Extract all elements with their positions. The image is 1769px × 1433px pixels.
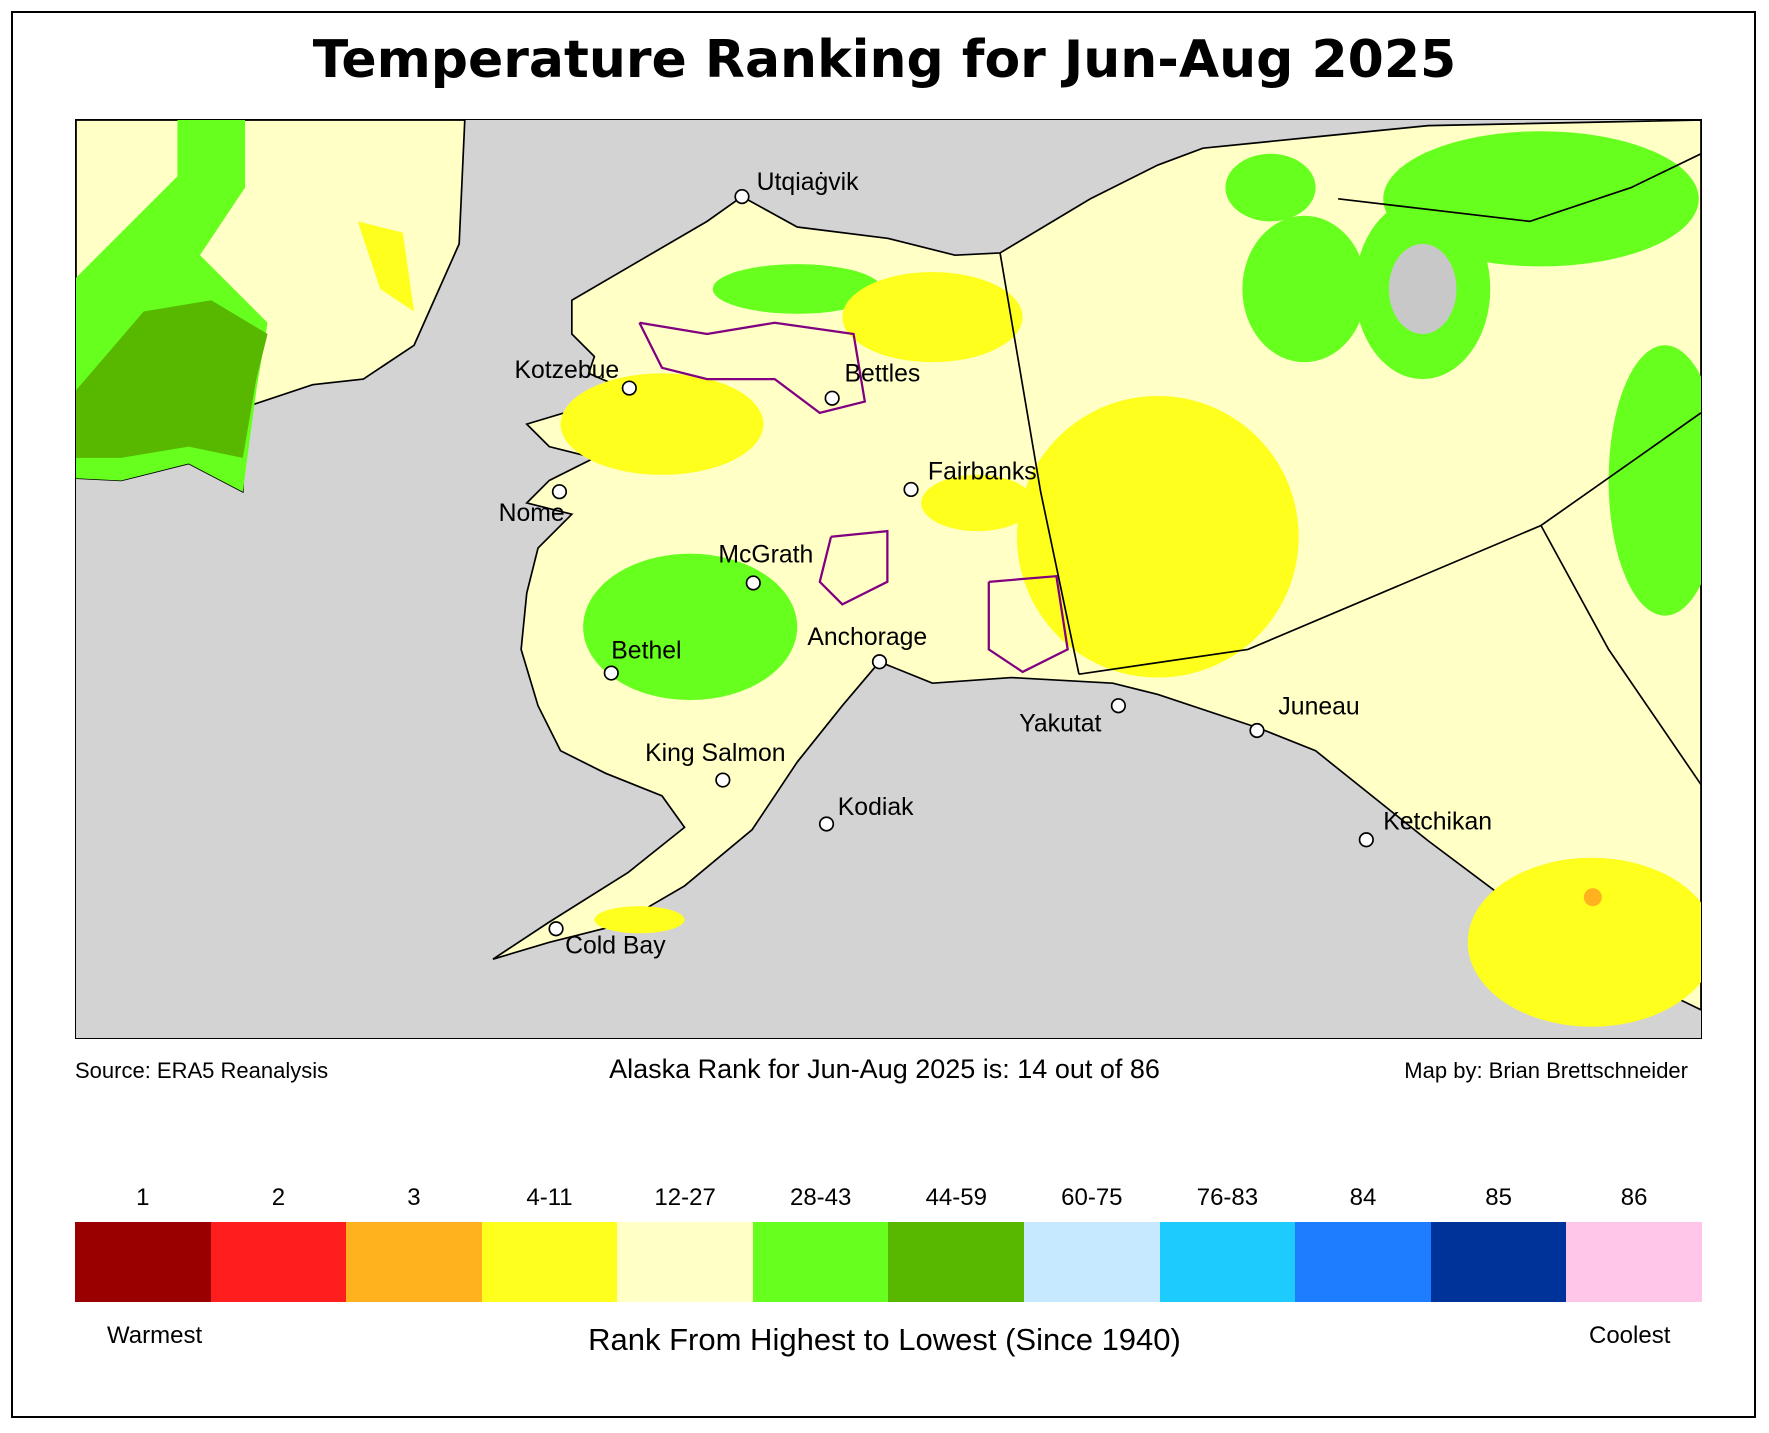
- legend-swatch: [617, 1222, 753, 1302]
- legend-swatch: [346, 1222, 482, 1302]
- page-title: Temperature Ranking for Jun-Aug 2025: [312, 30, 1457, 90]
- city-label: McGrath: [718, 542, 813, 569]
- city-label: Yakutat: [1019, 711, 1101, 738]
- legend-swatch: [210, 1222, 347, 1302]
- city-markers: Utqiaġvik Kotzebue Bettles Nome Fairbanks McG…: [499, 169, 1492, 960]
- figure-border: [11, 11, 1756, 1418]
- russia-landmass: [76, 120, 466, 494]
- city-marker: [1110, 698, 1126, 714]
- legend-label: 3: [407, 1184, 421, 1211]
- legend-label: 85: [1485, 1184, 1512, 1211]
- city-marker: [548, 921, 564, 937]
- legend-label: 84: [1349, 1184, 1377, 1211]
- city-label: Ketchikan: [1383, 809, 1492, 836]
- city-marker: [745, 575, 761, 591]
- city-marker: [818, 816, 835, 832]
- city-marker: [715, 772, 731, 788]
- legend-label: 86: [1620, 1184, 1648, 1211]
- city-label: Juneau: [1278, 694, 1359, 721]
- city-label: Fairbanks: [928, 458, 1037, 485]
- legend-axis-label: Rank From Highest to Lowest (Since 1940): [588, 1322, 1181, 1357]
- legend-label: 76-83: [1196, 1184, 1259, 1211]
- legend-labels: 1 2 3 4-11 12-27 28-43 44-59 60-75 76-83 84 85 86: [75, 1184, 1702, 1212]
- city-marker: [603, 665, 619, 681]
- legend-swatch: [1430, 1222, 1567, 1302]
- legend-coolest-label: Coolest: [1589, 1322, 1671, 1349]
- legend-swatch: [1024, 1222, 1160, 1302]
- legend-swatch: [752, 1222, 889, 1302]
- city-marker: [551, 484, 568, 500]
- legend-label: 44-59: [925, 1184, 987, 1211]
- city-marker: [1249, 722, 1265, 739]
- city-marker: [1358, 832, 1374, 848]
- legend-label: 60-75: [1061, 1184, 1123, 1211]
- legend-swatch: [481, 1222, 618, 1302]
- legend-label: 1: [136, 1184, 150, 1211]
- city-marker: [871, 654, 888, 670]
- alaska-canada-landmass: [492, 120, 1701, 1027]
- city-label: King Salmon: [645, 740, 785, 767]
- city-label: Anchorage: [807, 624, 927, 651]
- city-label: Bettles: [845, 360, 921, 387]
- city-label: Kodiak: [838, 794, 914, 821]
- legend-label: 28-43: [789, 1184, 852, 1211]
- legend-swatch: [1566, 1222, 1702, 1302]
- city-label: Cold Bay: [565, 933, 666, 960]
- legend-swatch: [888, 1222, 1025, 1302]
- legend-label: 2: [271, 1184, 286, 1211]
- legend-swatch: [1295, 1222, 1431, 1302]
- city-marker: [734, 188, 750, 205]
- legend-color-bar: [75, 1222, 1702, 1302]
- legend-swatch: [1159, 1222, 1296, 1302]
- city-label: Kotzebue: [514, 357, 619, 384]
- source-text: Source: ERA5 Reanalysis: [75, 1058, 329, 1083]
- map-credit: Map by: Brian Brettschneider: [1404, 1058, 1688, 1083]
- legend-label: 4-11: [526, 1184, 573, 1211]
- legend-swatch: [75, 1222, 211, 1302]
- city-marker: [903, 481, 919, 498]
- city-marker: [824, 390, 840, 406]
- city-label: Nome: [499, 500, 565, 527]
- city-label: Bethel: [611, 637, 681, 664]
- alaska-rank-summary: Alaska Rank for Jun-Aug 2025 is: 14 out …: [609, 1054, 1160, 1084]
- city-label: Utqiaġvik: [757, 169, 859, 196]
- alaska-rank-map: Utqiaġvik Kotzebue Bettles Nome Fairbanks McG…: [75, 119, 1702, 1039]
- city-marker: [621, 380, 637, 396]
- legend-label: 12-27: [654, 1184, 716, 1211]
- legend-warmest-label: Warmest: [107, 1322, 203, 1349]
